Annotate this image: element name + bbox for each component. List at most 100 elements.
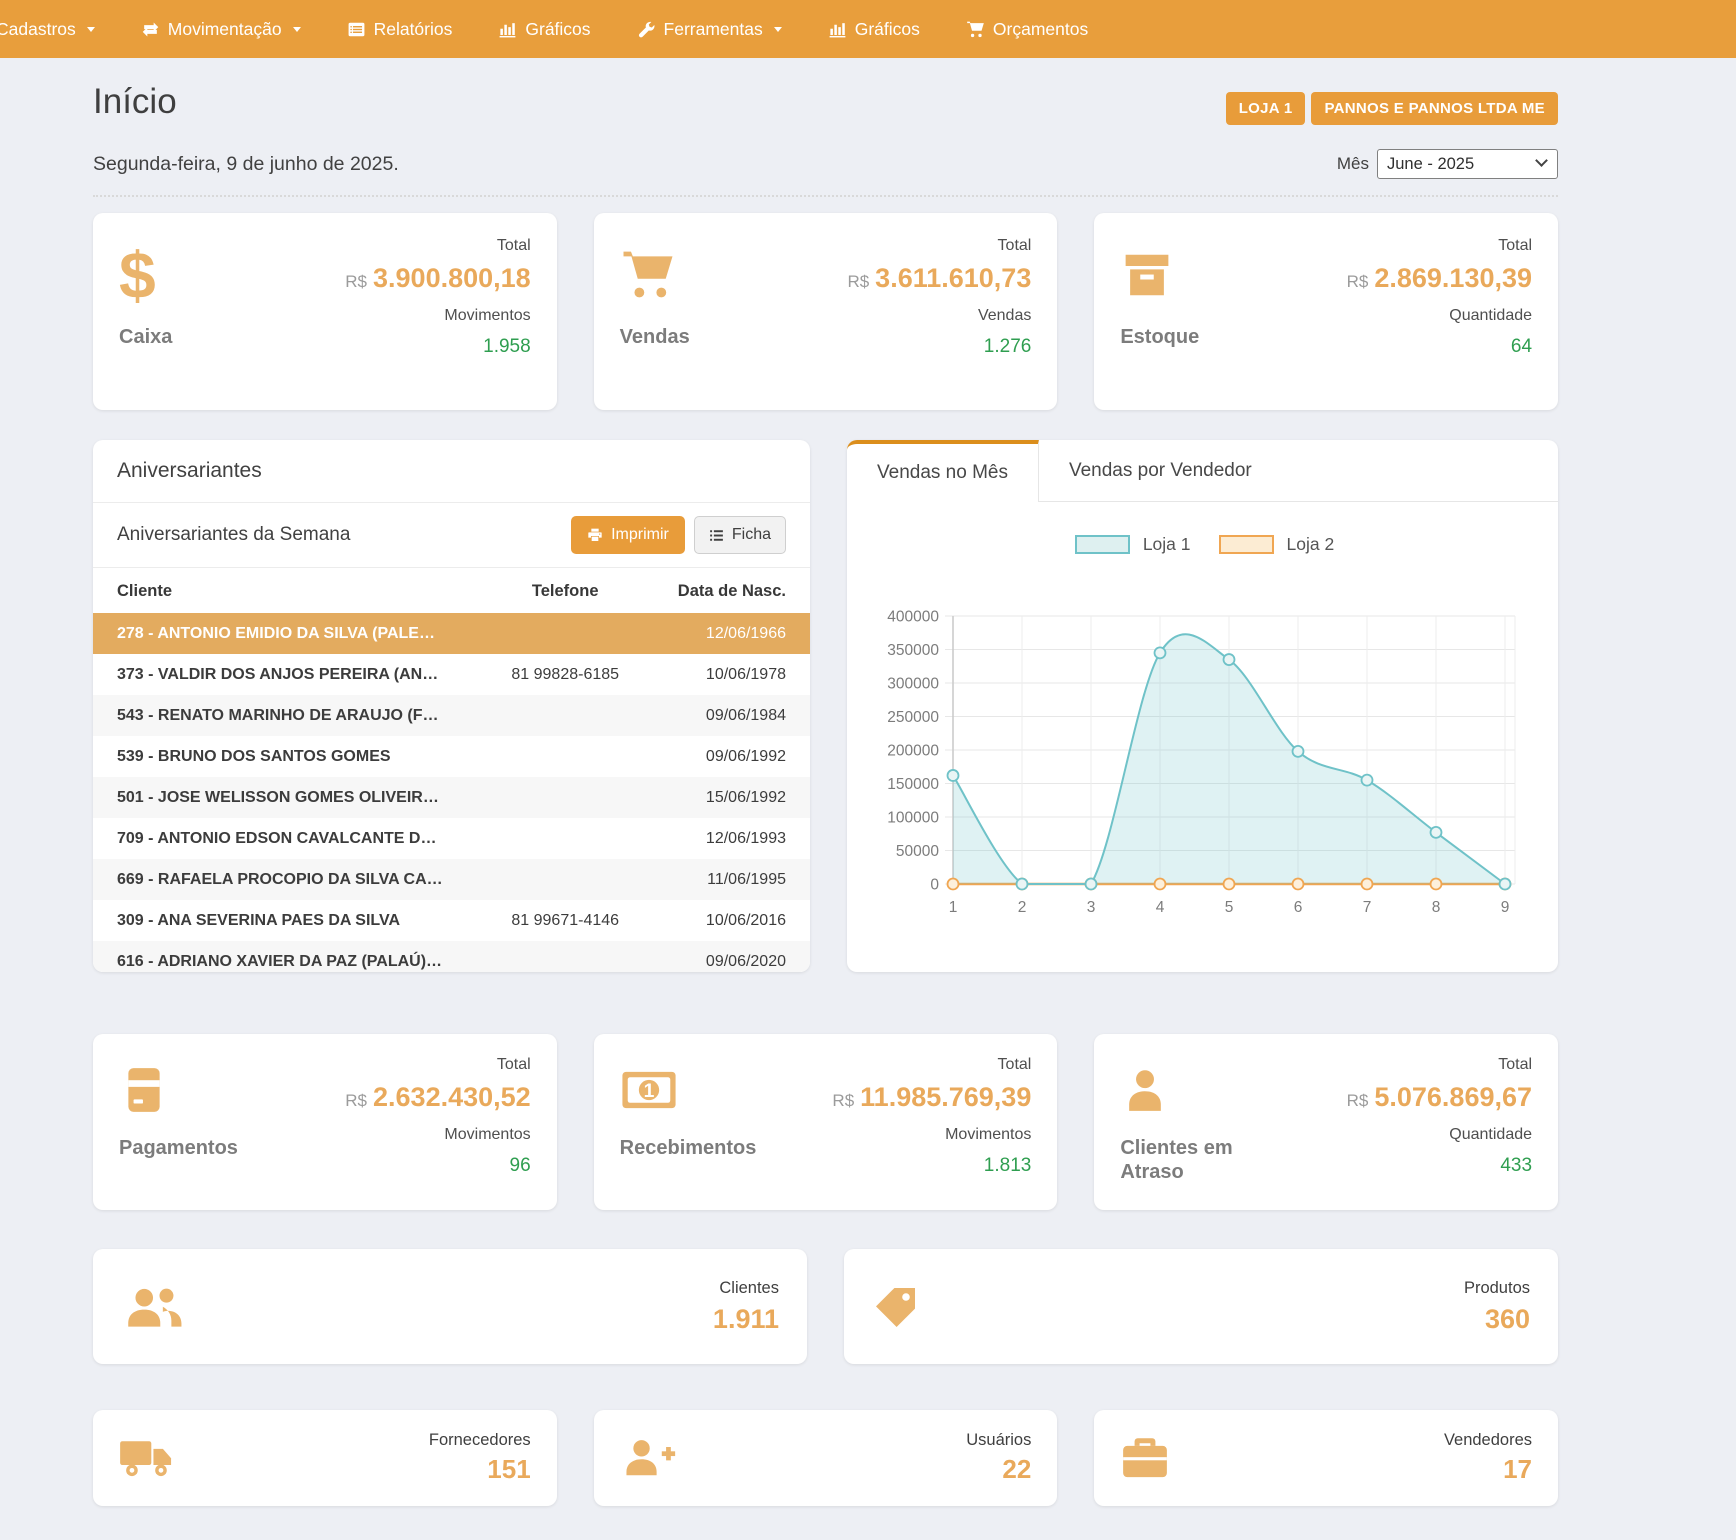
bar-chart-icon <box>499 22 516 37</box>
tab-vendas-no-mes[interactable]: Vendas no Mês <box>847 440 1039 502</box>
page-title: Início <box>93 82 177 121</box>
nav-item-graficos[interactable]: Gráficos <box>475 0 613 58</box>
ficha-label: Ficha <box>731 526 771 543</box>
table-row[interactable]: 709 - ANTONIO EDSON CAVALCANTE D… 12/06/1… <box>93 818 810 859</box>
cell-cliente: 373 - VALDIR DOS ANJOS PEREIRA (AN… <box>117 665 439 683</box>
svg-text:50000: 50000 <box>896 843 939 860</box>
currency-prefix: R$ <box>847 272 870 291</box>
caret-down-icon <box>86 26 95 32</box>
imprimir-button[interactable]: Imprimir <box>571 516 685 554</box>
month-select-wrap: June - 2025 <box>1377 149 1558 179</box>
caixa-values: Total R$ 3.900.800,18 Movimentos 1.958 <box>345 235 530 388</box>
cell-cliente: 669 - RAFAELA PROCOPIO DA SILVA CA… <box>117 870 443 888</box>
svg-text:9: 9 <box>1501 899 1510 916</box>
table-row[interactable]: 543 - RENATO MARINHO DE ARAUJO (F… 09/06/… <box>93 695 810 736</box>
legend-item-loja-1[interactable]: Loja 1 <box>1074 534 1191 555</box>
estoque-total-value: 2.869.130,39 <box>1374 263 1533 293</box>
store-button[interactable]: LOJA 1 <box>1225 92 1306 125</box>
svg-text:300000: 300000 <box>887 676 939 693</box>
pagamentos-card: Pagamentos Total R$ 2.632.430,52 Moviment… <box>93 1034 557 1210</box>
svg-text:400000: 400000 <box>887 609 939 626</box>
box-icon <box>1120 235 1258 315</box>
produtos-card: Produtos 360 <box>844 1249 1558 1364</box>
table-row[interactable]: 616 - ADRIANO XAVIER DA PAZ (PALAÚ)… 09/0… <box>93 941 810 972</box>
cell-cliente: 543 - RENATO MARINHO DE ARAUJO (F… <box>117 706 439 724</box>
aniversariantes-buttons: Imprimir Ficha <box>571 516 786 554</box>
cell-telefone <box>484 613 647 654</box>
caixa-count-value: 1.958 <box>483 336 531 357</box>
exchange-icon <box>142 22 159 36</box>
table-row[interactable]: 373 - VALDIR DOS ANJOS PEREIRA (AN… 81 99… <box>93 654 810 695</box>
clientes-value: 1.911 <box>712 1303 779 1334</box>
table-row[interactable]: 278 - ANTONIO EMIDIO DA SILVA (PALE… 12/0… <box>93 613 810 654</box>
recebimentos-count-label: Movimentos <box>945 1126 1032 1143</box>
usuarios-label: Usuários <box>966 1431 1032 1449</box>
counters-row-2: Fornecedores 151 Usuários 22 Vendedores … <box>93 1410 1559 1506</box>
legend-label: Loja 2 <box>1286 534 1335 554</box>
cell-cliente: 616 - ADRIANO XAVIER DA PAZ (PALAÚ)… <box>117 952 443 970</box>
table-row[interactable]: 669 - RAFAELA PROCOPIO DA SILVA CA… 11/06… <box>93 859 810 900</box>
nav-item-movimentacao[interactable]: Movimentação <box>118 0 324 58</box>
cell-cliente: 501 - JOSE WELISSON GOMES OLIVEIR… <box>117 788 439 806</box>
svg-text:200000: 200000 <box>887 743 939 760</box>
cell-telefone: 81 99671-4146 <box>511 911 620 929</box>
svg-text:100000: 100000 <box>887 810 939 827</box>
nav-item-cadastros[interactable]: Cadastros <box>0 0 118 58</box>
nav-item-label: Gráficos <box>525 18 591 39</box>
cart-icon <box>967 21 984 37</box>
nav-item-orcamentos[interactable]: Orçamentos <box>943 0 1111 58</box>
total-label: Total <box>1498 237 1533 254</box>
table-row[interactable]: 539 - BRUNO DOS SANTOS GOMES 09/06/1992 <box>93 736 810 777</box>
total-label: Total <box>997 237 1032 254</box>
svg-text:5: 5 <box>1225 899 1234 916</box>
currency-prefix: R$ <box>1346 272 1369 291</box>
estoque-count-value: 64 <box>1510 336 1533 357</box>
caret-down-icon <box>292 26 301 32</box>
clientes-atraso-values: Total R$ 5.076.869,67 Quantidade 433 <box>1347 1054 1532 1188</box>
month-picker: Mês June - 2025 <box>1337 149 1558 179</box>
vendedores-value: 17 <box>1503 1454 1533 1484</box>
nav-item-graficos-2[interactable]: Gráficos <box>805 0 943 58</box>
fornecedores-value: 151 <box>487 1454 531 1484</box>
caret-down-icon <box>773 26 782 32</box>
pagamentos-count-label: Movimentos <box>444 1126 531 1143</box>
recebimentos-total: R$ 11.985.769,39 <box>832 1082 1031 1113</box>
clientes-atraso-card: Clientes em Atraso Total R$ 5.076.869,67 … <box>1094 1034 1559 1210</box>
chart-tabs: Vendas no Mês Vendas por Vendedor <box>847 440 1558 502</box>
ficha-button[interactable]: Ficha <box>693 516 786 554</box>
produtos-label: Produtos <box>1463 1278 1530 1297</box>
svg-text:1: 1 <box>949 899 958 916</box>
nav-item-ferramentas[interactable]: Ferramentas <box>614 0 805 58</box>
nav-item-label: Gráficos <box>854 18 920 39</box>
table-row[interactable]: 309 - ANA SEVERINA PAES DA SILVA 81 99671… <box>93 900 810 941</box>
total-label: Total <box>997 1056 1032 1073</box>
fornecedores-card: Fornecedores 151 <box>93 1410 557 1506</box>
cell-nascimento: 11/06/1995 <box>707 870 786 888</box>
nav-item-relatorios[interactable]: Relatórios <box>324 0 476 58</box>
current-date: Segunda-feira, 9 de junho de 2025. <box>93 152 399 175</box>
cell-nascimento: 09/06/1992 <box>705 747 786 765</box>
legend-item-loja-2[interactable]: Loja 2 <box>1218 534 1335 555</box>
recebimentos-label: Recebimentos <box>619 1137 757 1159</box>
estoque-card: Estoque Total R$ 2.869.130,39 Quantidade … <box>1094 213 1559 410</box>
user-plus-icon <box>620 1436 676 1480</box>
table-row[interactable]: 501 - JOSE WELISSON GOMES OLIVEIR… 15/06/… <box>93 777 810 818</box>
clientes-atraso-label: Clientes em Atraso <box>1120 1137 1233 1183</box>
table-header-row: Cliente Telefone Data de Nasc. <box>93 568 810 613</box>
imprimir-label: Imprimir <box>611 526 669 543</box>
estoque-total: R$ 2.869.130,39 <box>1347 263 1532 294</box>
svg-text:8: 8 <box>1432 899 1441 916</box>
legend-swatch <box>1218 535 1274 554</box>
clientes-label: Clientes <box>719 1278 779 1297</box>
pagamentos-left: Pagamentos <box>119 1054 257 1188</box>
legend-label: Loja 1 <box>1142 534 1191 554</box>
fornecedores-label: Fornecedores <box>428 1431 531 1449</box>
birthday-table: Cliente Telefone Data de Nasc. 278 - ANT… <box>93 568 810 972</box>
tab-vendas-por-vendedor[interactable]: Vendas por Vendedor <box>1068 459 1252 481</box>
month-select[interactable]: June - 2025 <box>1377 149 1558 179</box>
cart-icon <box>620 235 758 315</box>
chart-body: Loja 1 Loja 2 0 50000 100000 150000 200000 250… <box>847 502 1558 942</box>
dollar-icon: $ <box>119 235 257 315</box>
usuarios-values: Usuários 22 <box>966 1431 1031 1485</box>
company-button[interactable]: PANNOS E PANNOS LTDA ME <box>1311 92 1558 125</box>
